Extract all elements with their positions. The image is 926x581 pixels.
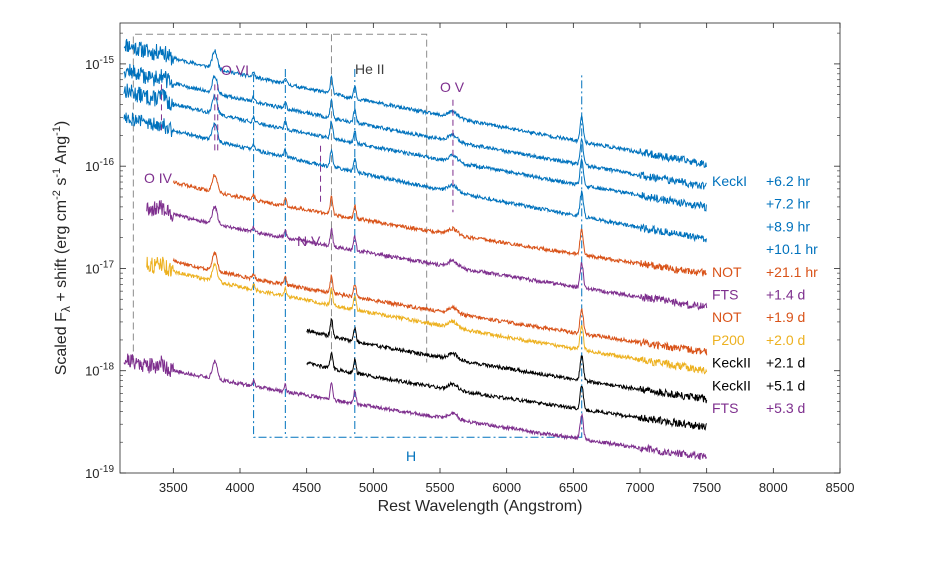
- annotation-label: O VI: [221, 62, 249, 78]
- spectrum-line: [123, 63, 707, 190]
- x-tick-label: 4000: [226, 480, 255, 495]
- y-tick-label: 10-16: [85, 157, 114, 174]
- he-ii-box: [132, 33, 428, 363]
- series-telescope-label: FTS: [712, 287, 738, 303]
- series-labels: KeckI +6.2 hr +7.2 hr +8.9 hr +10.1 hr NOT +21…: [712, 173, 818, 416]
- series-telescope-label: P200: [712, 332, 745, 348]
- plot-frame: [119, 22, 841, 474]
- series-telescope-label: FTS: [712, 400, 738, 416]
- series-epoch-label: +1.4 d: [766, 287, 805, 303]
- x-tick-label: 3500: [159, 480, 188, 495]
- x-tick-label: 7500: [692, 480, 721, 495]
- feature-boxes: [132, 33, 583, 438]
- x-axis-ticks: 3500 4000 4500 5000 5500 6000 6500 7000 7500 8000…: [159, 23, 855, 495]
- y-axis-ticks: 10-15 10-16 10-17 10-18 10-19: [85, 32, 840, 481]
- series-epoch-label: +21.1 hr: [766, 264, 818, 280]
- line-markers: [160, 84, 454, 213]
- spectrum-line: [146, 256, 708, 375]
- x-tick-label: 6000: [492, 480, 521, 495]
- series-epoch-label: +10.1 hr: [766, 241, 818, 257]
- x-tick-label: 4500: [292, 480, 321, 495]
- series-epoch-label: +7.2 hr: [766, 196, 810, 212]
- series-telescope-label: KeckII: [712, 355, 751, 371]
- y-axis-label: Scaled Fλ + shift (erg cm-2 s-1 Ang-1): [51, 121, 73, 376]
- x-tick-label: 5500: [426, 480, 455, 495]
- annotation-label: N V: [297, 233, 321, 249]
- line-annotations: O VI O IV N V O V He II H: [144, 61, 465, 464]
- x-tick-label: 8000: [759, 480, 788, 495]
- series-telescope-label: KeckII: [712, 377, 751, 393]
- spectrum-line: [146, 200, 708, 311]
- series-telescope-label: NOT: [712, 309, 742, 325]
- series-epoch-label: +2.1 d: [766, 355, 805, 371]
- spectrum-line: [123, 83, 707, 212]
- spectrum-line: [306, 351, 708, 431]
- y-tick-label: 10-15: [85, 55, 114, 72]
- series-epoch-label: +6.2 hr: [766, 173, 810, 189]
- spectrum-line: [306, 317, 708, 404]
- spectra-series: [123, 38, 708, 461]
- annotation-label: H: [406, 448, 416, 464]
- series-epoch-label: +2.0 d: [766, 332, 805, 348]
- svg-text:Scaled Fλ + shift (erg cm-2 s-: Scaled Fλ + shift (erg cm-2 s-1 Ang-1): [51, 121, 73, 376]
- series-telescope-label: KeckI: [712, 173, 747, 189]
- spectrum-line: [123, 112, 707, 243]
- annotation-label: He II: [355, 61, 385, 77]
- y-tick-label: 10-18: [85, 362, 114, 379]
- spectrum-line: [172, 250, 708, 356]
- h-box: [253, 74, 583, 438]
- annotation-label: O V: [440, 79, 465, 95]
- series-epoch-label: +5.3 d: [766, 400, 805, 416]
- y-tick-label: 10-17: [85, 259, 114, 276]
- annotation-label: O IV: [144, 170, 173, 186]
- x-tick-label: 6500: [559, 480, 588, 495]
- spectrum-line: [123, 38, 707, 169]
- x-axis-label: Rest Wavelength (Angstrom): [378, 498, 583, 515]
- x-tick-label: 7000: [626, 480, 655, 495]
- spectrum-line: [123, 353, 707, 461]
- series-telescope-label: NOT: [712, 264, 742, 280]
- spectrum-line: [172, 173, 707, 277]
- series-epoch-label: +8.9 hr: [766, 218, 810, 234]
- series-epoch-label: +1.9 d: [766, 309, 805, 325]
- x-tick-label: 8500: [826, 480, 855, 495]
- y-tick-label: 10-19: [85, 464, 114, 481]
- x-tick-label: 5000: [359, 480, 388, 495]
- series-epoch-label: +5.1 d: [766, 377, 805, 393]
